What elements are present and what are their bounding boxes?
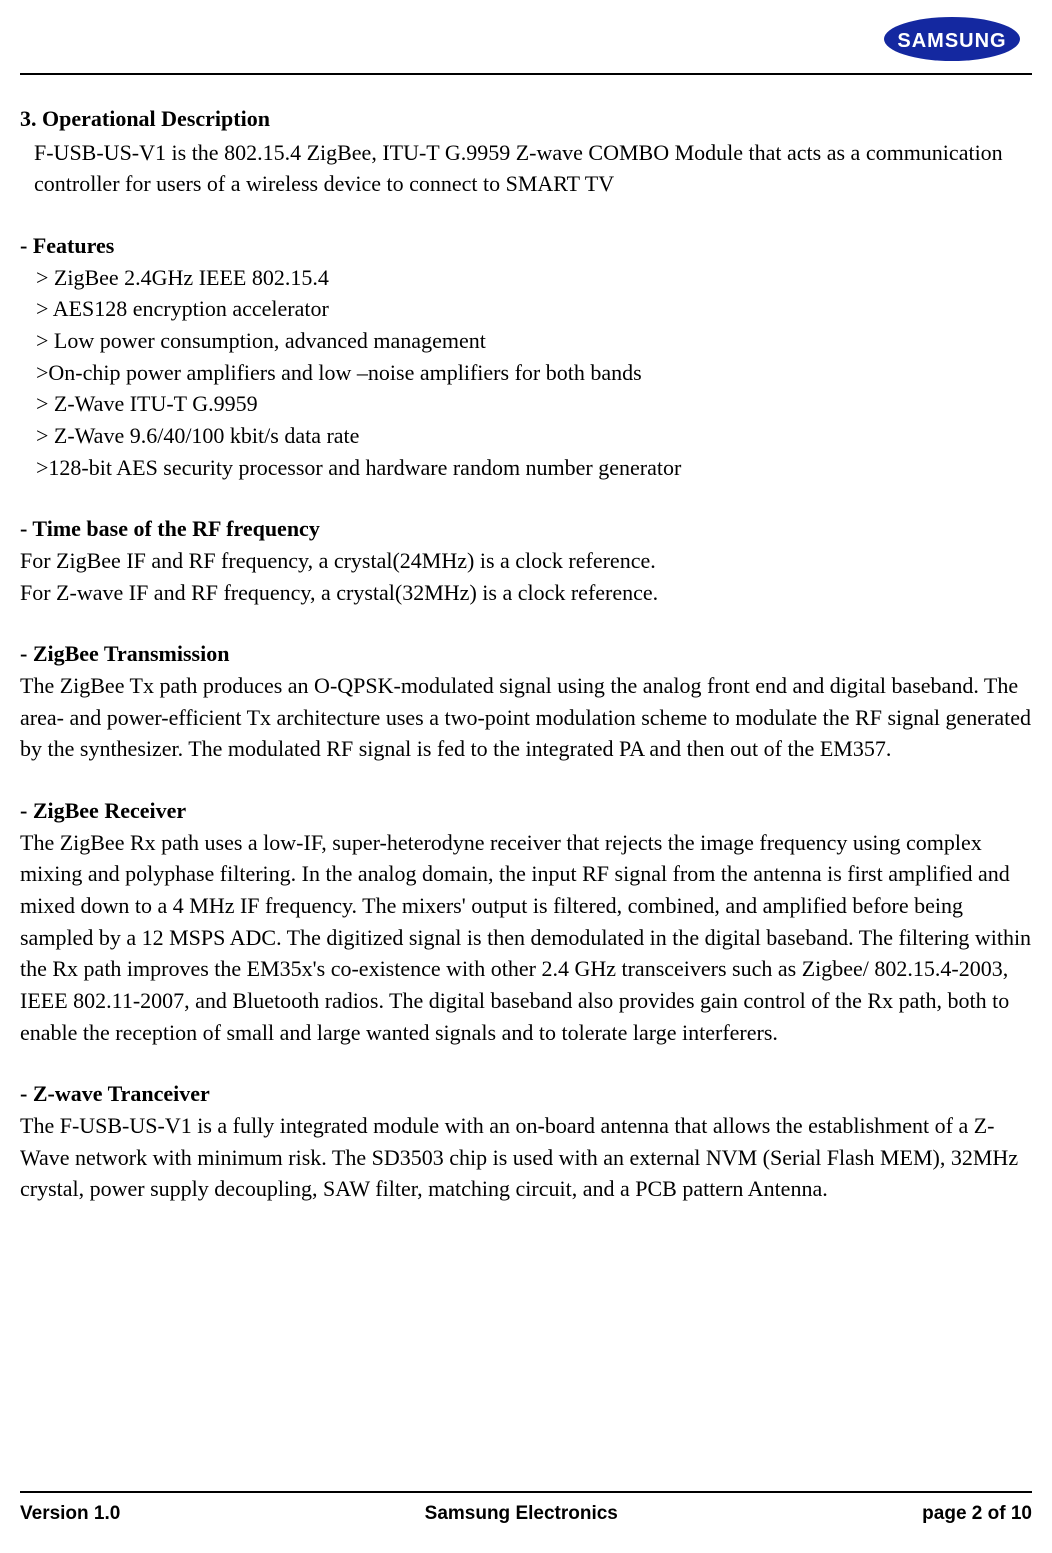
header: SAMSUNG [20, 15, 1032, 75]
zigbee-tx-body: The ZigBee Tx path produces an O-QPSK-mo… [20, 670, 1032, 765]
feature-item: >128-bit AES security processor and hard… [36, 452, 1032, 484]
zwave-body: The F-USB-US-V1 is a fully integrated mo… [20, 1110, 1032, 1205]
footer-company: Samsung Electronics [120, 1503, 922, 1525]
zigbee-rx-heading: - ZigBee Receiver [20, 795, 1032, 827]
features-heading: - Features [20, 230, 1032, 262]
zwave-heading: - Z-wave Tranceiver [20, 1078, 1032, 1110]
feature-item: >On-chip power amplifiers and low –noise… [36, 357, 1032, 389]
feature-item: > Low power consumption, advanced manage… [36, 325, 1032, 357]
content: 3. Operational Description F-USB-US-V1 i… [20, 75, 1032, 1205]
timebase-line2: For Z-wave IF and RF frequency, a crysta… [20, 577, 1032, 609]
features-list: > ZigBee 2.4GHz IEEE 802.15.4 > AES128 e… [20, 262, 1032, 484]
feature-item: > Z-Wave ITU-T G.9959 [36, 388, 1032, 420]
intro-text: F-USB-US-V1 is the 802.15.4 ZigBee, ITU-… [20, 137, 1032, 200]
feature-item: > ZigBee 2.4GHz IEEE 802.15.4 [36, 262, 1032, 294]
zigbee-rx-body: The ZigBee Rx path uses a low-IF, super-… [20, 827, 1032, 1049]
feature-item: > AES128 encryption accelerator [36, 293, 1032, 325]
zigbee-tx-heading: - ZigBee Transmission [20, 638, 1032, 670]
timebase-heading: - Time base of the RF frequency [20, 513, 1032, 545]
footer-version: Version 1.0 [20, 1503, 120, 1525]
samsung-logo: SAMSUNG [882, 15, 1022, 68]
footer-page: page 2 of 10 [922, 1503, 1032, 1525]
timebase-line1: For ZigBee IF and RF frequency, a crysta… [20, 545, 1032, 577]
feature-item: > Z-Wave 9.6/40/100 kbit/s data rate [36, 420, 1032, 452]
svg-text:SAMSUNG: SAMSUNG [897, 30, 1006, 52]
samsung-logo-icon: SAMSUNG [882, 15, 1022, 63]
main-heading: 3. Operational Description [20, 103, 1032, 135]
footer: Version 1.0 Samsung Electronics page 2 o… [20, 1491, 1032, 1525]
